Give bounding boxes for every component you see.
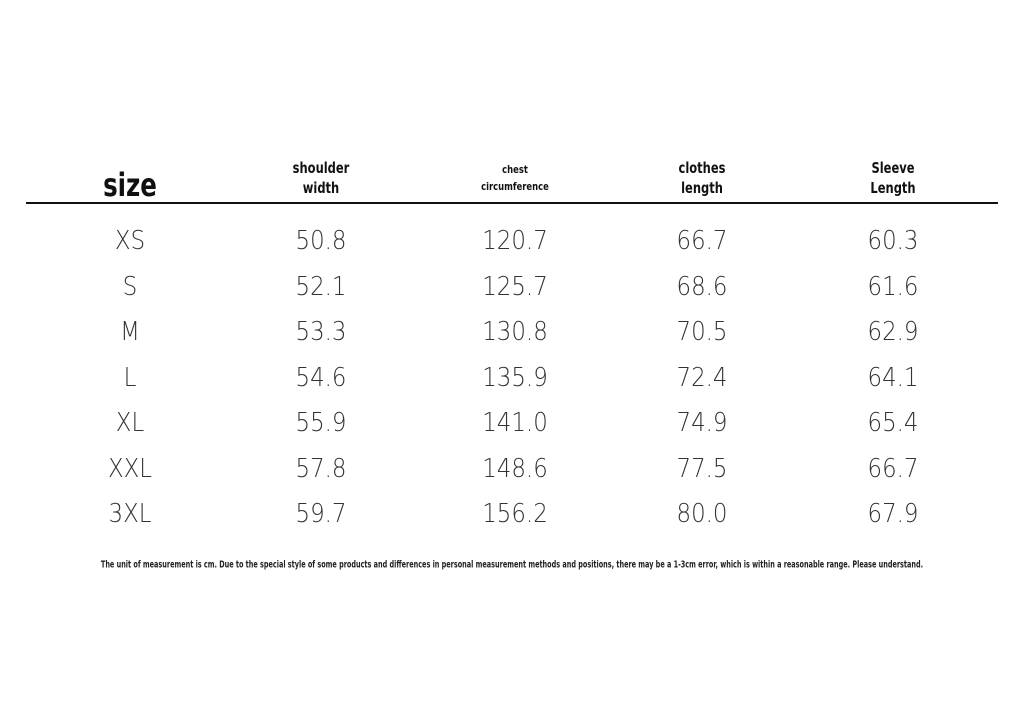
measurement: 156.2 — [482, 499, 548, 529]
header-line: circumference — [481, 180, 549, 193]
measurement: 120.7 — [482, 226, 548, 256]
measurement: 66.7 — [867, 453, 919, 484]
header-line: clothes — [678, 159, 726, 177]
size-label: 3XL — [108, 499, 152, 529]
size-label: S — [122, 271, 138, 302]
size-label: XS — [114, 226, 146, 256]
measurement: 52.1 — [295, 271, 347, 302]
measurement: 74.9 — [676, 408, 728, 438]
column-header: clothes length — [679, 158, 726, 198]
measurement: 72.4 — [676, 362, 728, 393]
note: The unit of measurement is cm. Due to th… — [100, 559, 924, 571]
measurement: 62.9 — [867, 317, 919, 347]
column-header: shoulder width — [293, 158, 350, 198]
header-line: size — [103, 166, 157, 204]
header-line: shoulder — [292, 159, 350, 177]
size-label: L — [123, 362, 137, 393]
measurement: 55.9 — [295, 408, 347, 438]
measurement: 60.3 — [867, 226, 919, 256]
measurement: 64.1 — [867, 362, 919, 393]
header-line: length — [681, 179, 723, 197]
measurement: 77.5 — [676, 453, 728, 484]
measurement: 68.6 — [676, 271, 728, 302]
measurement: 57.8 — [295, 453, 347, 484]
column-header: Sleeve Length — [870, 158, 915, 198]
size-label: XXL — [107, 453, 153, 484]
column-header: size — [103, 168, 157, 202]
measurement: 50.8 — [295, 226, 347, 256]
measurement: 53.3 — [295, 317, 347, 347]
header-line: Length — [870, 179, 916, 197]
column-header: chest circumference — [481, 161, 549, 195]
size-label: M — [120, 317, 140, 347]
measurement: 66.7 — [676, 226, 728, 256]
measurement: 130.8 — [482, 317, 548, 347]
measurement: 54.6 — [295, 362, 347, 393]
measurement: 65.4 — [867, 408, 919, 438]
measurement: 135.9 — [482, 362, 548, 393]
measurement: 148.6 — [482, 453, 548, 484]
size-label: XL — [115, 408, 145, 438]
measurement: 141.0 — [482, 408, 548, 438]
measurement: 70.5 — [676, 317, 728, 347]
measurement: 67.9 — [867, 499, 919, 529]
header-line: width — [302, 179, 340, 197]
measurement: 125.7 — [482, 271, 548, 302]
measurement: 61.6 — [867, 271, 919, 302]
header-rule — [26, 202, 998, 204]
measurement: 80.0 — [676, 499, 728, 529]
header-line: Sleeve — [871, 159, 915, 177]
header-line: chest — [502, 163, 528, 176]
measurement: 59.7 — [295, 499, 347, 529]
